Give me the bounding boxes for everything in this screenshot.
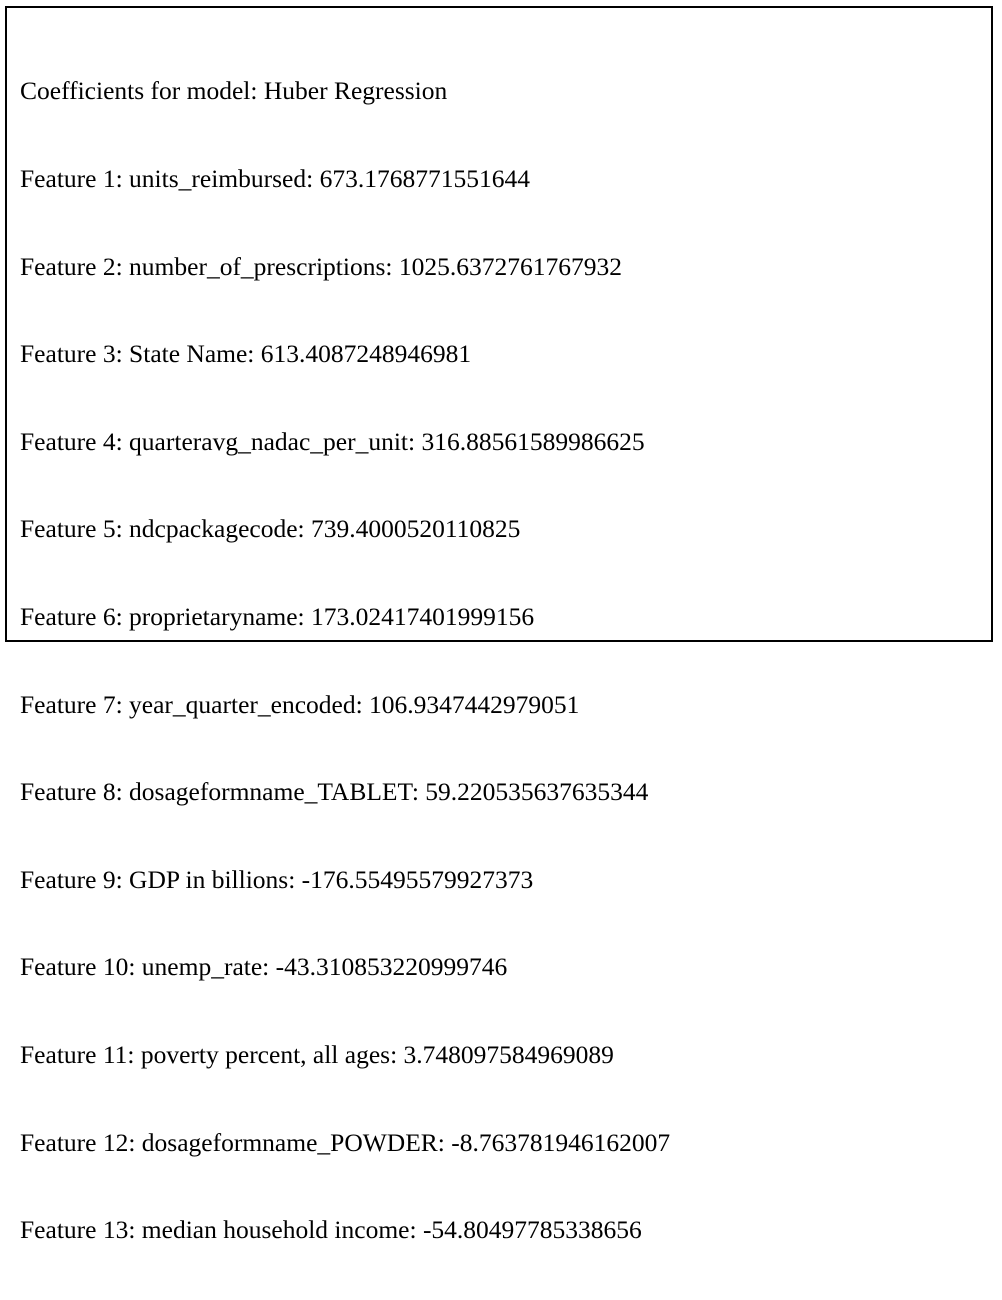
- model-header: Coefficients for model: Huber Regression: [20, 76, 448, 106]
- coefficients-text: Coefficients for model: Huber Regression…: [20, 18, 680, 1300]
- feature-line-13: Feature 13: median household income: -54…: [20, 1215, 642, 1245]
- feature-line-12: Feature 12: dosageformname_POWDER: -8.76…: [20, 1127, 671, 1157]
- feature-line-2: Feature 2: number_of_prescriptions: 1025…: [20, 251, 622, 281]
- feature-line-10: Feature 10: unemp_rate: -43.310853220999…: [20, 952, 508, 982]
- feature-line-7: Feature 7: year_quarter_encoded: 106.934…: [20, 689, 580, 719]
- feature-line-6: Feature 6: proprietaryname: 173.02417401…: [20, 601, 535, 631]
- coefficients-box: Coefficients for model: Huber Regression…: [5, 6, 993, 1244]
- feature-line-8: Feature 8: dosageformname_TABLET: 59.220…: [20, 777, 649, 807]
- feature-line-9: Feature 9: GDP in billions: -176.5549557…: [20, 864, 534, 894]
- feature-line-4: Feature 4: quarteravg_nadac_per_unit: 31…: [20, 426, 645, 456]
- feature-line-5: Feature 5: ndcpackagecode: 739.400052011…: [20, 514, 521, 544]
- feature-line-11: Feature 11: poverty percent, all ages: 3…: [20, 1039, 614, 1069]
- feature-line-1: Feature 1: units_reimbursed: 673.1768771…: [20, 164, 530, 193]
- feature-line-3: Feature 3: State Name: 613.4087248946981: [20, 339, 472, 369]
